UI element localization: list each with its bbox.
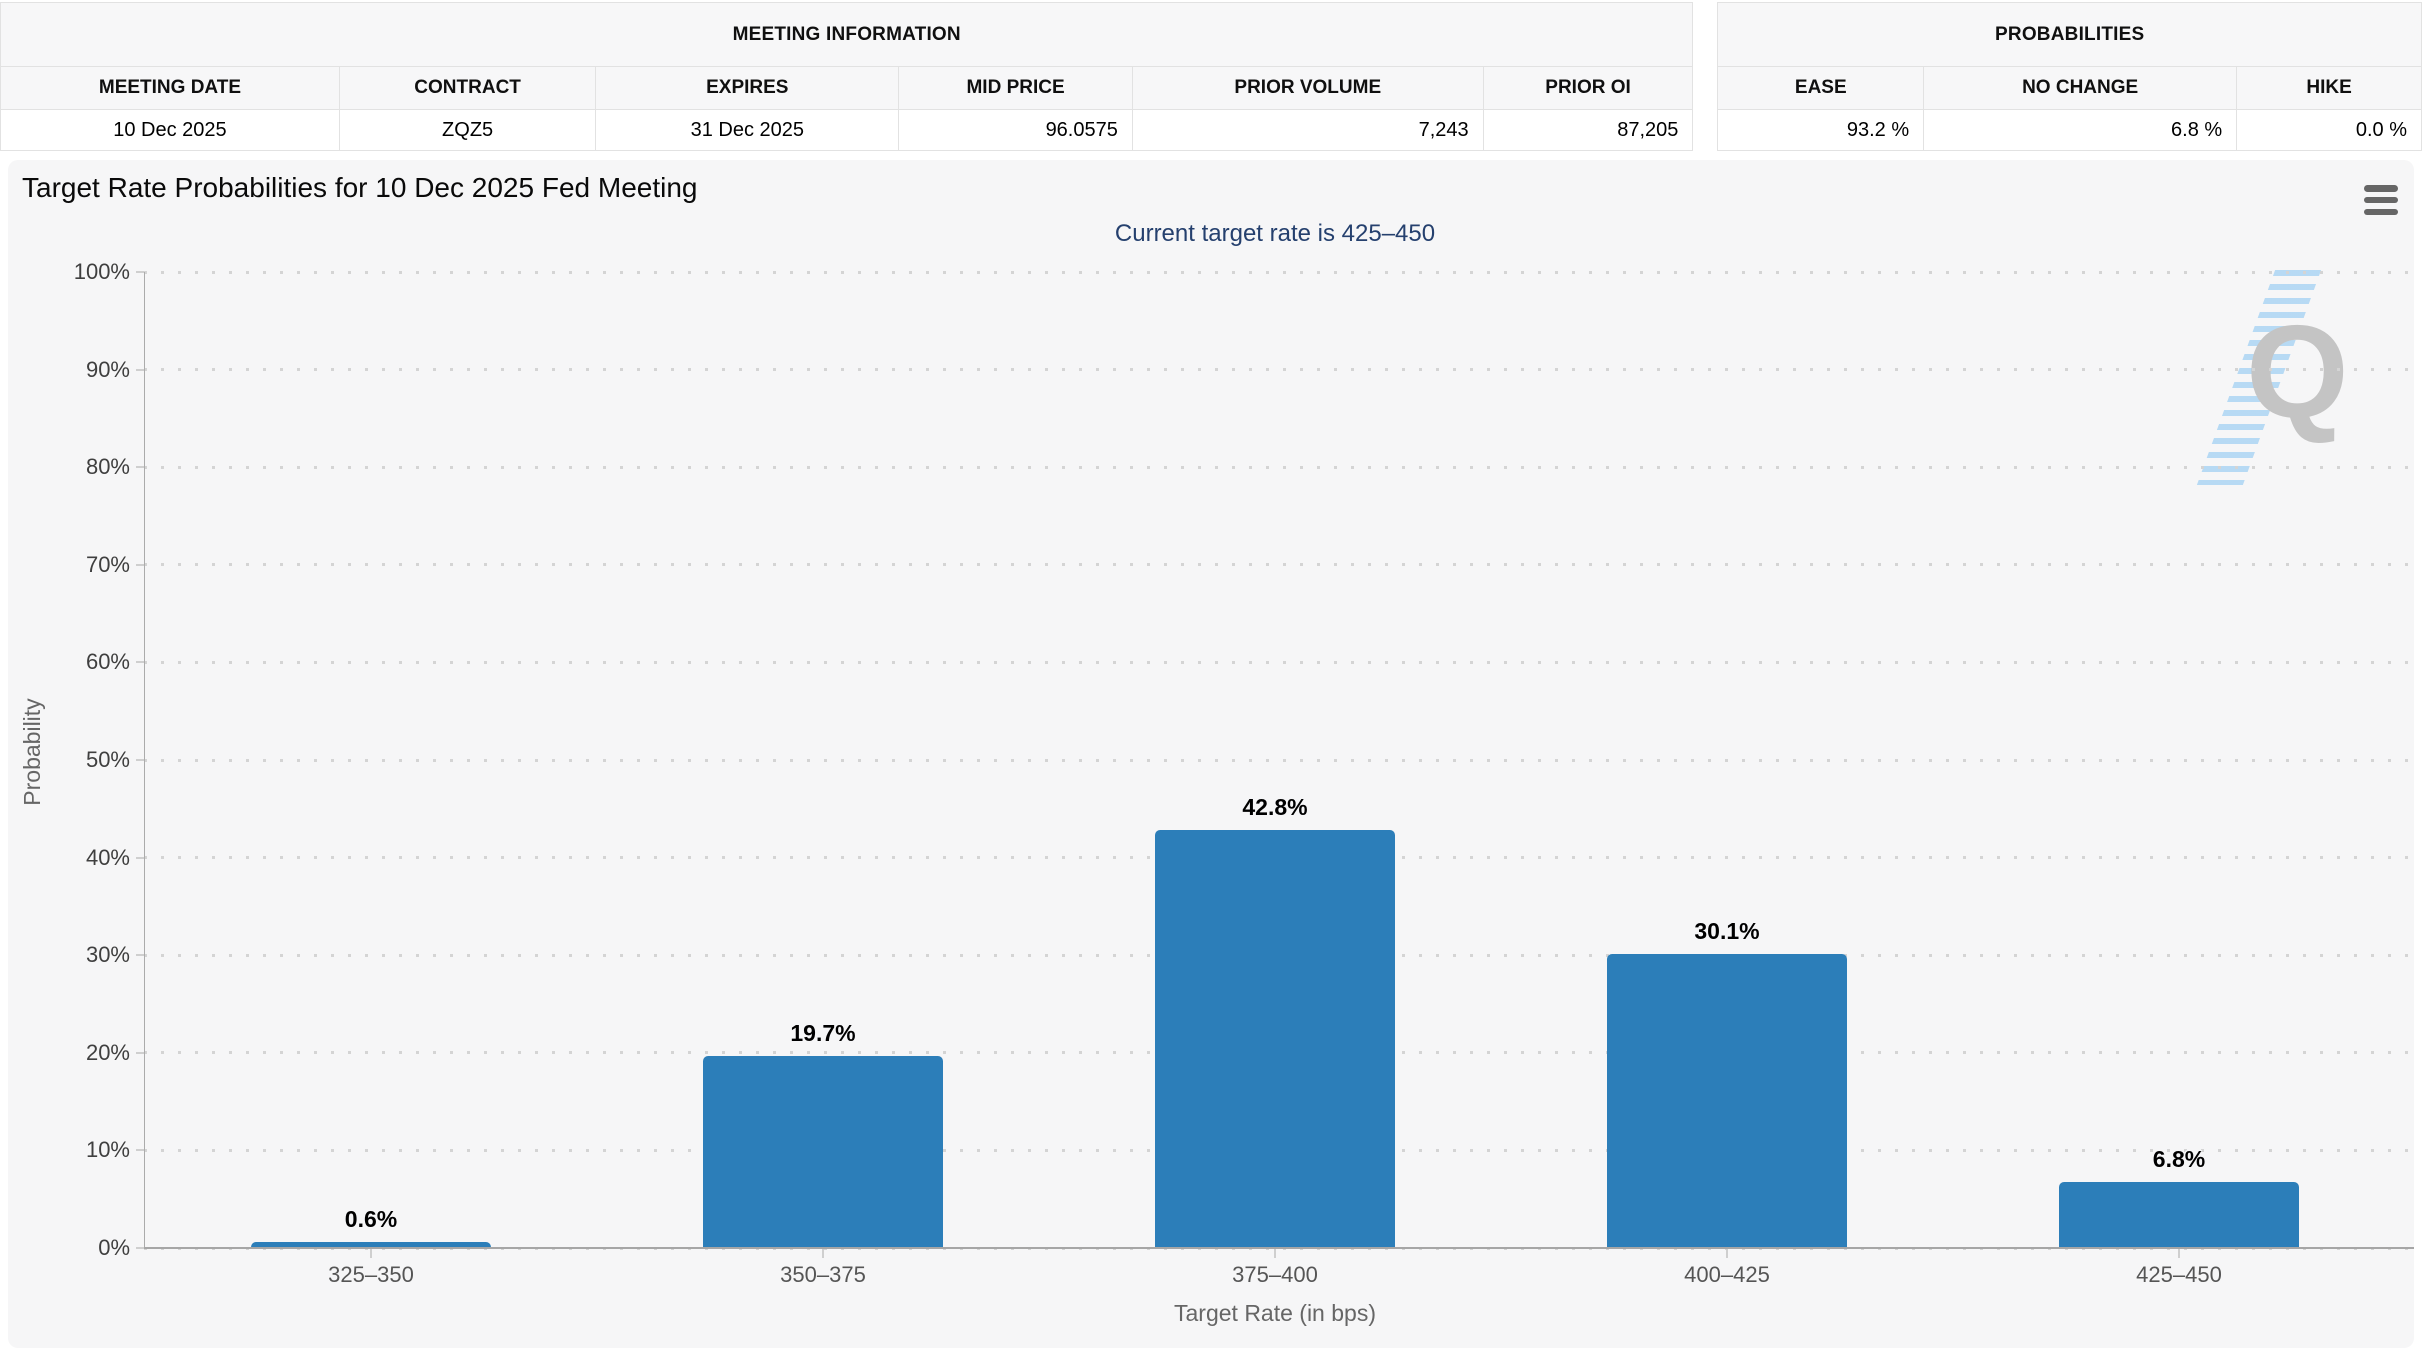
contract-value: ZQZ5 bbox=[338, 109, 597, 151]
chart-title: Target Rate Probabilities for 10 Dec 202… bbox=[22, 172, 698, 203]
info-tables-row: MEETING INFORMATION MEETING DATE CONTRAC… bbox=[0, 2, 2422, 151]
hamburger-menu-icon bbox=[2364, 196, 2398, 204]
y-axis-tick-label: 100% bbox=[73, 259, 130, 284]
y-axis-tick bbox=[136, 856, 144, 859]
x-axis-title: Target Rate (in bps) bbox=[1174, 1300, 1376, 1326]
y-axis-tick bbox=[136, 368, 144, 371]
x-axis-tick bbox=[822, 1248, 824, 1258]
probability-bar[interactable] bbox=[2059, 1181, 2299, 1248]
bar-value-label: 0.6% bbox=[344, 1206, 398, 1233]
probabilities-title: PROBABILITIES bbox=[1717, 2, 2422, 67]
mid-price-value: 96.0575 bbox=[898, 109, 1133, 151]
ease-probability-value: 93.2 % bbox=[1717, 109, 1925, 151]
fedwatch-chart-card: Target Rate Probabilities for 10 Dec 202… bbox=[8, 160, 2414, 1348]
bar-value-label: 30.1% bbox=[1694, 918, 1760, 945]
gridline bbox=[144, 758, 2414, 762]
hamburger-menu-icon bbox=[2364, 208, 2398, 215]
gridline bbox=[144, 270, 2414, 274]
y-axis-tick bbox=[136, 1051, 144, 1054]
y-axis-tick-label: 40% bbox=[85, 844, 130, 870]
x-axis-tick bbox=[1274, 1248, 1276, 1258]
y-axis-tick-label: 0% bbox=[98, 1235, 130, 1260]
column-header-ease: EASE bbox=[1717, 66, 1925, 110]
plot-area: 0% 10% 20% 30% 40% 50% 60% 70% 80% 90% 100% 0.6% 325… bbox=[8, 160, 2414, 1348]
meeting-information-table: MEETING INFORMATION MEETING DATE CONTRAC… bbox=[0, 2, 1694, 151]
table-row: 10 Dec 2025 ZQZ5 31 Dec 2025 96.0575 7,2… bbox=[0, 109, 1694, 151]
y-axis-tick bbox=[136, 759, 144, 761]
bar-value-label: 6.8% bbox=[2152, 1145, 2206, 1172]
expires-value: 31 Dec 2025 bbox=[595, 109, 900, 151]
no-change-probability-value: 6.8 % bbox=[1923, 109, 2238, 151]
chart-context-menu-button[interactable] bbox=[2364, 184, 2398, 216]
y-axis-tick-label: 50% bbox=[85, 747, 130, 772]
prior-volume-value: 7,243 bbox=[1131, 109, 1484, 151]
hamburger-menu-icon bbox=[2364, 185, 2398, 192]
gridline bbox=[144, 660, 2414, 664]
column-header-prior-volume: PRIOR VOLUME bbox=[1131, 66, 1484, 110]
chart-subtitle: Current target rate is 425–450 bbox=[1114, 220, 1436, 247]
x-axis-category-label: 375–400 bbox=[1232, 1262, 1318, 1287]
y-axis-tick bbox=[136, 1247, 144, 1249]
bar-value-label: 42.8% bbox=[1242, 794, 1308, 821]
probabilities-table: PROBABILITIES EASE NO CHANGE HIKE 93.2 %… bbox=[1717, 2, 2422, 151]
table-row: 93.2 % 6.8 % 0.0 % bbox=[1717, 109, 2422, 151]
bar-value-label: 19.7% bbox=[790, 1019, 856, 1046]
column-header-mid-price: MID PRICE bbox=[898, 66, 1133, 110]
y-axis-tick bbox=[136, 661, 144, 664]
y-axis-tick-label: 60% bbox=[85, 649, 130, 675]
probability-bar[interactable] bbox=[251, 1242, 491, 1248]
y-axis-tick bbox=[136, 563, 144, 566]
probability-bar[interactable] bbox=[1155, 830, 1395, 1248]
prior-oi-value: 87,205 bbox=[1482, 109, 1694, 151]
y-axis-tick-label: 90% bbox=[85, 356, 130, 382]
probability-bar[interactable] bbox=[703, 1055, 943, 1248]
x-axis-line bbox=[143, 1247, 2414, 1249]
column-header-hike: HIKE bbox=[2236, 66, 2422, 110]
y-axis-title: Probability bbox=[19, 698, 45, 806]
x-axis-tick bbox=[1726, 1248, 1728, 1258]
y-axis-line bbox=[143, 272, 145, 1248]
y-axis-tick bbox=[136, 271, 144, 273]
meeting-date-value: 10 Dec 2025 bbox=[0, 109, 340, 151]
column-header-no-change: NO CHANGE bbox=[1923, 66, 2238, 110]
x-axis-tick bbox=[370, 1248, 372, 1258]
gridline bbox=[144, 465, 2414, 469]
x-axis-category-label: 400–425 bbox=[1684, 1262, 1770, 1287]
y-axis-tick-label: 20% bbox=[85, 1039, 130, 1065]
y-axis-tick bbox=[136, 954, 144, 957]
probability-bar[interactable] bbox=[1607, 954, 1847, 1248]
hike-probability-value: 0.0 % bbox=[2236, 109, 2422, 151]
y-axis-tick-label: 80% bbox=[85, 454, 130, 480]
y-axis-tick-label: 70% bbox=[85, 551, 130, 577]
x-axis-category-label: 325–350 bbox=[328, 1262, 414, 1287]
column-header-meeting-date: MEETING DATE bbox=[0, 66, 340, 110]
x-axis-category-label: 350–375 bbox=[780, 1262, 866, 1287]
x-axis-tick bbox=[2178, 1248, 2180, 1258]
y-axis-tick bbox=[136, 1149, 144, 1152]
gridline bbox=[144, 563, 2414, 567]
x-axis-category-label: 425–450 bbox=[2136, 1262, 2222, 1287]
column-header-expires: EXPIRES bbox=[595, 66, 900, 110]
column-header-contract: CONTRACT bbox=[338, 66, 597, 110]
column-header-prior-oi: PRIOR OI bbox=[1482, 66, 1694, 110]
y-axis-tick-label: 30% bbox=[85, 942, 130, 968]
y-axis-tick bbox=[136, 466, 144, 469]
meeting-information-title: MEETING INFORMATION bbox=[0, 2, 1694, 67]
y-axis-tick-label: 10% bbox=[85, 1137, 130, 1163]
gridline bbox=[144, 368, 2414, 372]
